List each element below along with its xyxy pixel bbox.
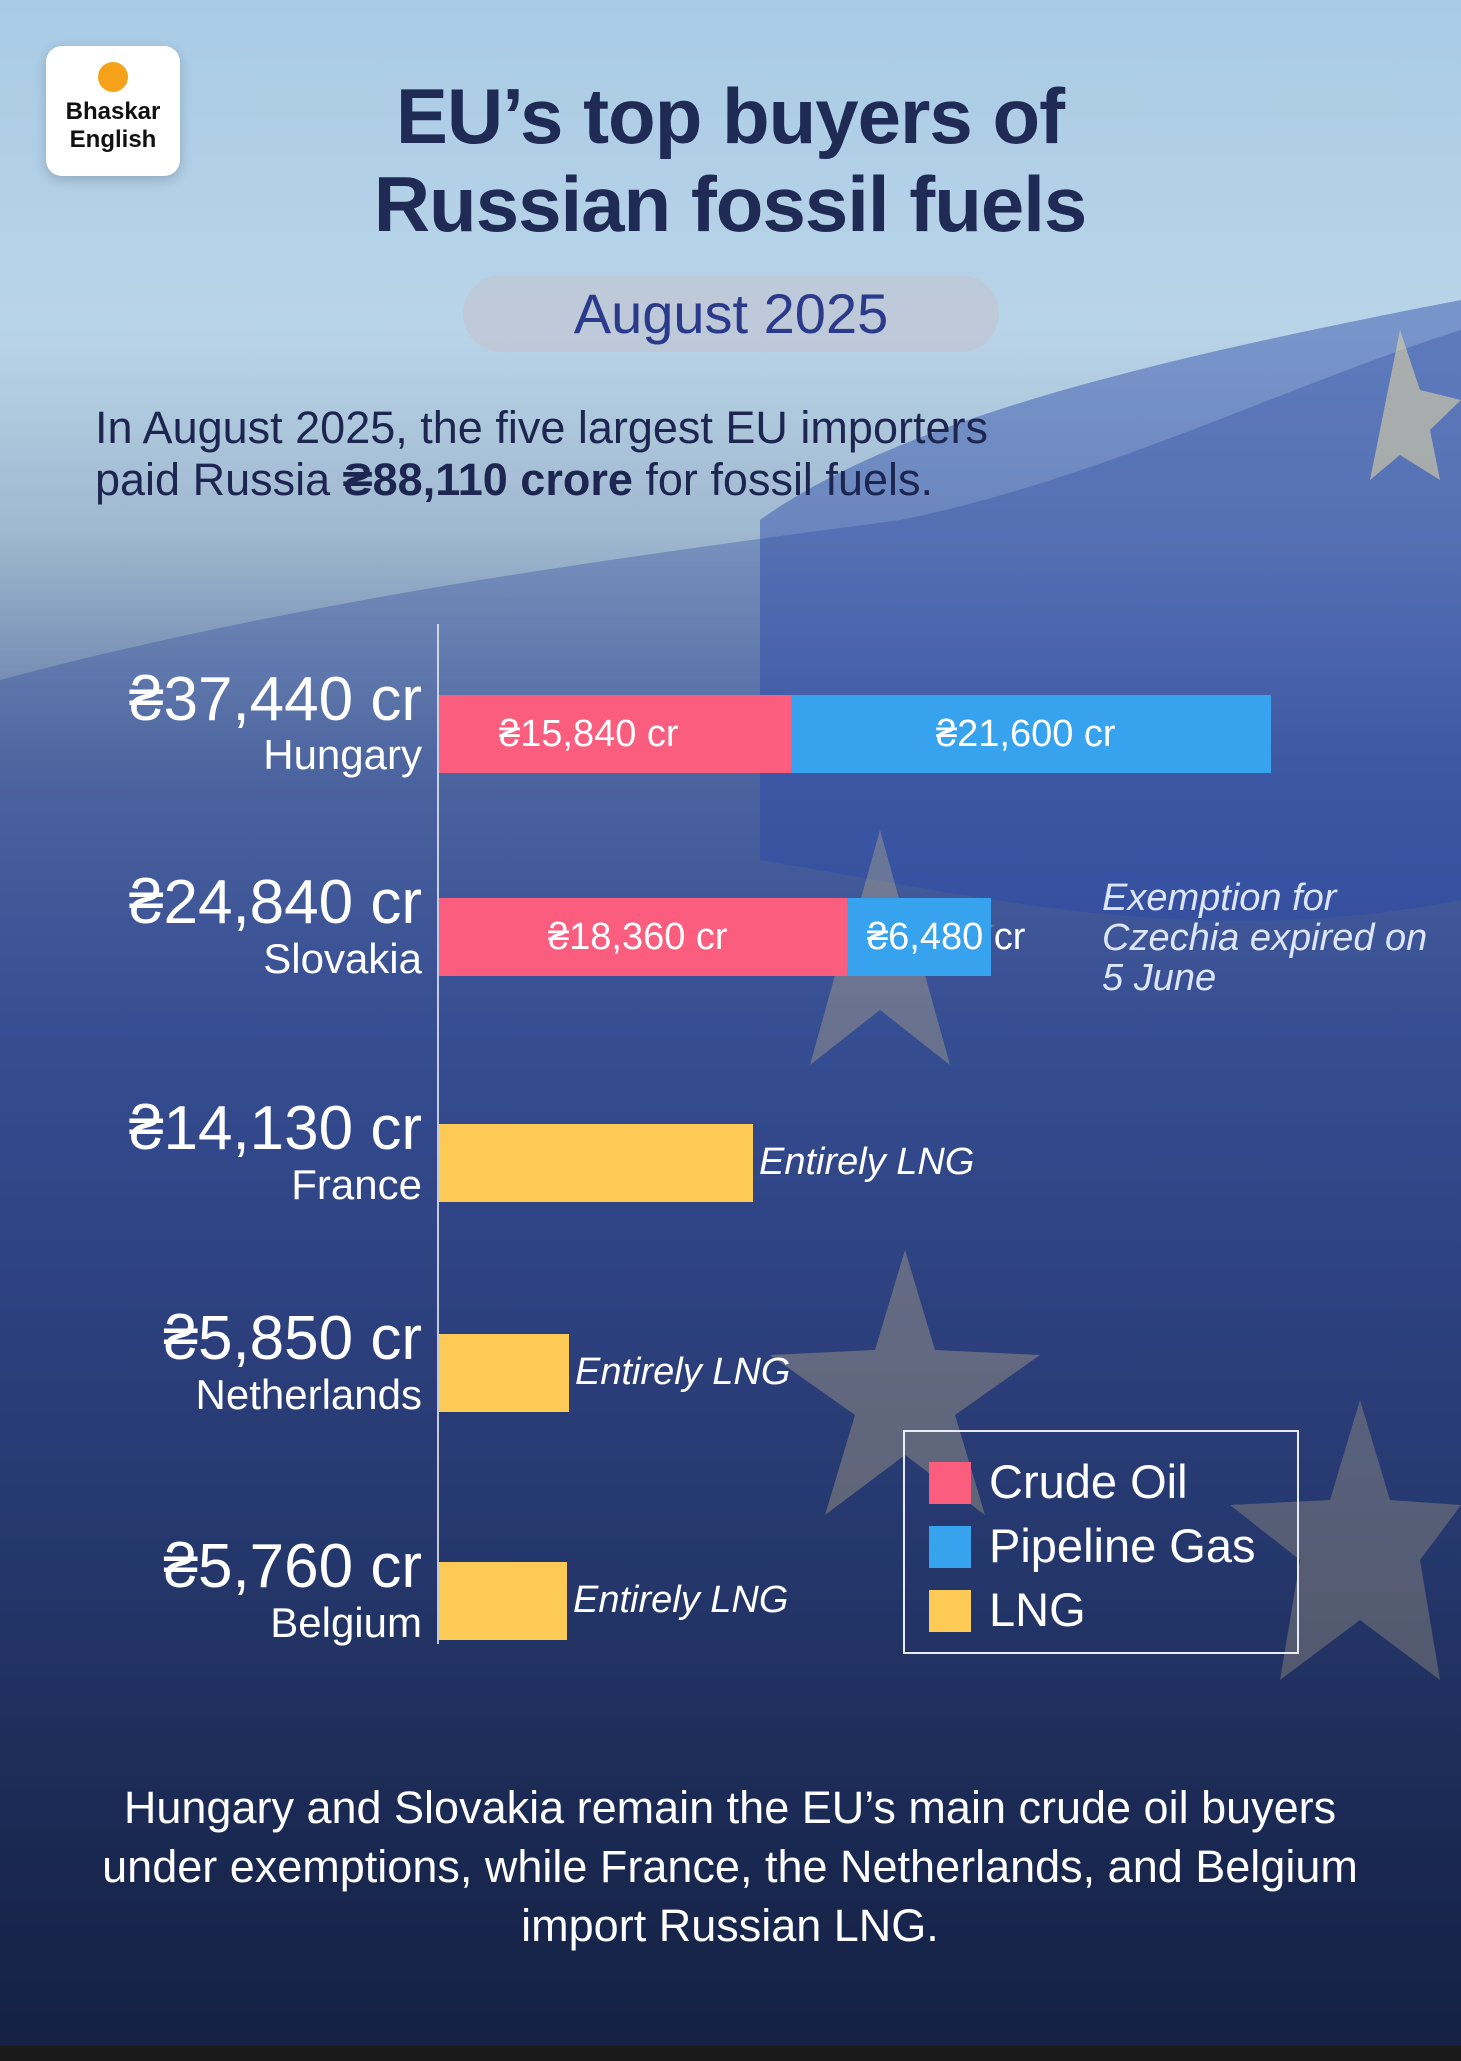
- legend-swatch-lng: [929, 1590, 971, 1632]
- country-label-belgium: Belgium: [270, 1599, 422, 1646]
- brand-line2: English: [69, 126, 157, 153]
- legend-label-lng: LNG: [989, 1583, 1086, 1636]
- legend-swatch-pipeline-gas: [929, 1526, 971, 1568]
- star-icon: [1230, 1400, 1461, 1680]
- bar-value-label: ₴18,360 cr: [548, 916, 728, 958]
- country-label-hungary: Hungary: [263, 731, 422, 778]
- country-label-netherlands: Netherlands: [195, 1371, 422, 1418]
- legend-swatch-crude-oil: [929, 1462, 971, 1504]
- chart-legend: Crude Oil Pipeline Gas LNG: [903, 1430, 1299, 1654]
- bar-slovakia-crude-oil: [439, 898, 847, 976]
- bottom-strip: [0, 2046, 1461, 2061]
- exemption-note: Exemption for Czechia expired on 5 June: [1102, 877, 1428, 999]
- intro-before: In August 2025, the five largest EU impo…: [95, 402, 988, 505]
- period-badge: August 2025: [463, 275, 999, 352]
- total-label-slovakia: ₴24,840 cr: [129, 868, 422, 937]
- chart-axis-line: [437, 624, 439, 1644]
- bar-value-label: ₴6,480 cr: [867, 916, 1026, 958]
- bar-value-label: ₴21,600 cr: [936, 713, 1116, 755]
- brand-line1: Bhaskar: [65, 98, 161, 125]
- star-icon: [770, 1250, 1040, 1515]
- title-line2: Russian fossil fuels: [373, 160, 1088, 248]
- country-label-slovakia: Slovakia: [263, 935, 422, 982]
- bar-hungary-crude-oil: [439, 695, 791, 773]
- note-netherlands: Entirely LNG: [575, 1351, 791, 1393]
- legend-label-pipeline-gas: Pipeline Gas: [989, 1519, 1256, 1572]
- bar-hungary-pipeline-gas: [791, 695, 1271, 773]
- intro-text: In August 2025, the five largest EU impo…: [95, 402, 995, 506]
- footer-summary: Hungary and Slovakia remain the EU’s mai…: [102, 1782, 1358, 1951]
- title-line1: EU’s top buyers of: [395, 72, 1065, 160]
- bar-france-lng: [439, 1124, 753, 1202]
- period-text: August 2025: [573, 282, 889, 345]
- bar-slovakia-pipeline-gas: [847, 898, 991, 976]
- bar-value-label: ₴15,840 cr: [499, 713, 679, 755]
- intro-after: for fossil fuels.: [632, 454, 933, 505]
- note-belgium: Entirely LNG: [573, 1579, 789, 1621]
- bar-belgium-lng: [439, 1562, 567, 1640]
- total-label-france: ₴14,130 cr: [129, 1094, 422, 1163]
- country-label-france: France: [291, 1161, 422, 1208]
- legend-label-crude-oil: Crude Oil: [989, 1455, 1188, 1508]
- intro-amount: ₴88,110 crore: [342, 454, 633, 505]
- bar-netherlands-lng: [439, 1334, 569, 1412]
- brand-logo: Bhaskar English: [46, 46, 180, 176]
- note-france: Entirely LNG: [759, 1141, 975, 1183]
- total-label-netherlands: ₴5,850 cr: [163, 1304, 422, 1373]
- star-icon: [1370, 330, 1461, 480]
- total-label-belgium: ₴5,760 cr: [163, 1532, 422, 1601]
- logo-dot-icon: [98, 62, 128, 92]
- total-label-hungary: ₴37,440 cr: [129, 665, 422, 734]
